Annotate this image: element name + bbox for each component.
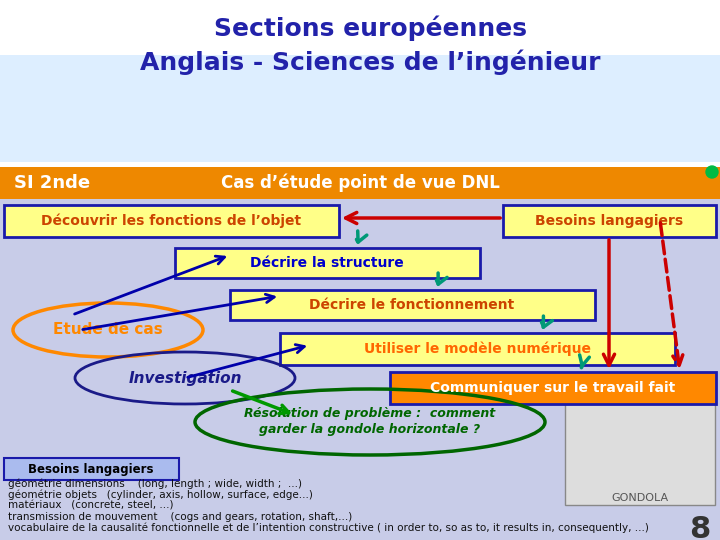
Text: GONDOLA: GONDOLA	[611, 493, 669, 503]
Text: Besoins langagiers: Besoins langagiers	[28, 462, 154, 476]
Text: 8: 8	[689, 516, 711, 540]
Text: garder la gondole horizontale ?: garder la gondole horizontale ?	[259, 423, 480, 436]
Text: Résolution de problème :  comment: Résolution de problème : comment	[244, 408, 495, 421]
FancyBboxPatch shape	[4, 205, 339, 237]
FancyBboxPatch shape	[280, 333, 675, 365]
Text: Décrire le fonctionnement: Décrire le fonctionnement	[310, 298, 515, 312]
Text: transmission de mouvement    (cogs and gears, rotation, shaft,...): transmission de mouvement (cogs and gear…	[8, 512, 352, 522]
Circle shape	[706, 166, 718, 178]
FancyBboxPatch shape	[230, 290, 595, 320]
Text: Investigation: Investigation	[128, 370, 242, 386]
Text: Anglais - Sciences de l’ingénieur: Anglais - Sciences de l’ingénieur	[140, 49, 600, 75]
Text: Utiliser le modèle numérique: Utiliser le modèle numérique	[364, 342, 590, 356]
Text: Cas d’étude point de vue DNL: Cas d’étude point de vue DNL	[220, 174, 500, 192]
FancyBboxPatch shape	[565, 395, 715, 505]
Text: Communiquer sur le travail fait: Communiquer sur le travail fait	[431, 381, 675, 395]
FancyBboxPatch shape	[0, 167, 720, 540]
Text: Etude de cas: Etude de cas	[53, 322, 163, 338]
Text: vocabulaire de la causalité fonctionnelle et de l’intention constructive ( in or: vocabulaire de la causalité fonctionnell…	[8, 523, 649, 534]
Text: Décrire la structure: Décrire la structure	[250, 256, 404, 270]
FancyBboxPatch shape	[390, 372, 716, 404]
Text: Sections européennes: Sections européennes	[214, 15, 526, 40]
Text: Besoins langagiers: Besoins langagiers	[535, 214, 683, 228]
FancyBboxPatch shape	[175, 248, 480, 278]
Text: matériaux   (concrete, steel, ...): matériaux (concrete, steel, ...)	[8, 501, 174, 511]
Text: Découvrir les fonctions de l’objet: Découvrir les fonctions de l’objet	[41, 214, 301, 228]
FancyBboxPatch shape	[4, 458, 179, 480]
Text: SI 2nde: SI 2nde	[14, 174, 90, 192]
FancyBboxPatch shape	[0, 162, 720, 167]
Text: géométrie objets   (cylinder, axis, hollow, surface, edge...): géométrie objets (cylinder, axis, hollow…	[8, 490, 313, 500]
FancyBboxPatch shape	[0, 167, 720, 199]
FancyBboxPatch shape	[503, 205, 716, 237]
Text: géométrie dimensions    (long, length ; wide, width ;  ...): géométrie dimensions (long, length ; wid…	[8, 479, 302, 489]
FancyBboxPatch shape	[0, 55, 720, 165]
FancyBboxPatch shape	[0, 0, 720, 55]
